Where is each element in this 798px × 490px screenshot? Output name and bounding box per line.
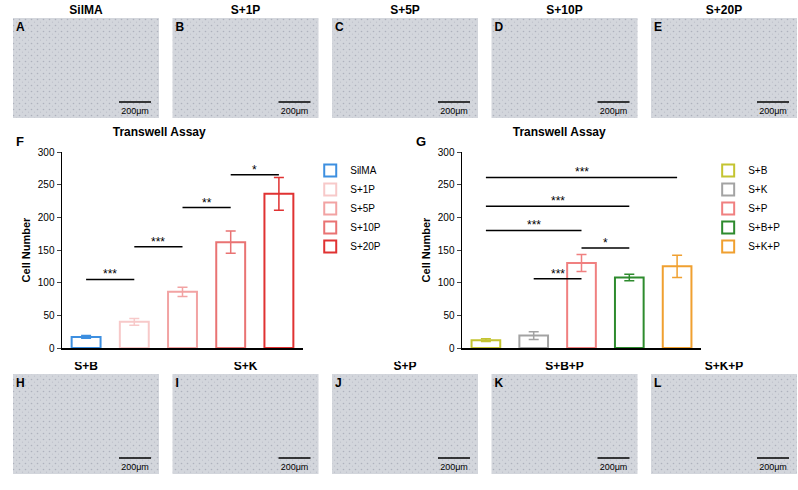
svg-text:S+B+P: S+B+P <box>545 359 584 373</box>
svg-text:200μm: 200μm <box>759 462 787 472</box>
svg-text:200μm: 200μm <box>600 106 628 116</box>
svg-text:Cell Number: Cell Number <box>420 217 432 283</box>
svg-text:S+K+P: S+K+P <box>748 241 780 252</box>
svg-text:S+5P: S+5P <box>390 3 420 17</box>
svg-text:150: 150 <box>438 245 455 256</box>
svg-text:B: B <box>176 20 185 34</box>
svg-text:S+10P: S+10P <box>546 3 582 17</box>
svg-text:50: 50 <box>443 310 455 321</box>
svg-text:***: *** <box>151 235 165 249</box>
svg-text:S+5P: S+5P <box>350 203 375 214</box>
svg-text:S+K+P: S+K+P <box>705 359 744 373</box>
svg-text:200μm: 200μm <box>121 106 149 116</box>
svg-text:**: ** <box>202 196 212 210</box>
svg-text:*: * <box>603 236 608 250</box>
svg-text:***: *** <box>551 194 565 208</box>
svg-text:50: 50 <box>43 310 55 321</box>
svg-text:D: D <box>495 20 504 34</box>
svg-text:S+10P: S+10P <box>350 222 381 233</box>
svg-text:0: 0 <box>49 343 55 354</box>
svg-text:I: I <box>176 376 179 390</box>
svg-text:F: F <box>16 134 24 149</box>
svg-text:E: E <box>654 20 662 34</box>
svg-text:A: A <box>16 20 25 34</box>
svg-text:300: 300 <box>438 147 455 158</box>
svg-text:Transwell Assay: Transwell Assay <box>113 125 206 139</box>
svg-text:G: G <box>416 134 426 149</box>
svg-text:S+P: S+P <box>748 203 768 214</box>
svg-text:SilMA: SilMA <box>350 165 376 176</box>
svg-text:200μm: 200μm <box>600 462 628 472</box>
svg-text:200: 200 <box>438 212 455 223</box>
svg-text:***: *** <box>551 267 565 281</box>
svg-text:200μm: 200μm <box>759 106 787 116</box>
svg-text:S+P: S+P <box>393 359 416 373</box>
svg-text:Transwell Assay: Transwell Assay <box>513 125 606 139</box>
svg-text:200μm: 200μm <box>281 106 309 116</box>
svg-text:***: *** <box>527 218 541 232</box>
svg-text:0: 0 <box>449 343 455 354</box>
svg-text:250: 250 <box>438 179 455 190</box>
svg-text:K: K <box>495 376 504 390</box>
svg-text:S+20P: S+20P <box>706 3 742 17</box>
svg-text:L: L <box>654 376 661 390</box>
svg-text:200μm: 200μm <box>440 106 468 116</box>
svg-text:***: *** <box>103 267 117 281</box>
svg-text:S+B: S+B <box>74 359 98 373</box>
svg-text:250: 250 <box>38 179 55 190</box>
svg-text:Cell Number: Cell Number <box>20 217 32 283</box>
svg-text:S+1P: S+1P <box>350 184 375 195</box>
svg-text:200: 200 <box>38 212 55 223</box>
svg-text:300: 300 <box>38 147 55 158</box>
svg-text:H: H <box>16 376 25 390</box>
svg-text:C: C <box>335 20 344 34</box>
svg-text:S+K: S+K <box>234 359 258 373</box>
svg-text:200μm: 200μm <box>121 462 149 472</box>
svg-text:SilMA: SilMA <box>69 3 103 17</box>
svg-text:200μm: 200μm <box>440 462 468 472</box>
svg-text:S+K: S+K <box>748 184 768 195</box>
svg-text:J: J <box>335 376 342 390</box>
svg-text:S+B+P: S+B+P <box>748 222 780 233</box>
svg-text:S+20P: S+20P <box>350 241 381 252</box>
svg-text:S+B: S+B <box>748 165 768 176</box>
svg-text:S+1P: S+1P <box>231 3 261 17</box>
svg-text:***: *** <box>575 165 589 179</box>
svg-text:100: 100 <box>38 277 55 288</box>
svg-text:200μm: 200μm <box>281 462 309 472</box>
svg-text:*: * <box>252 163 257 177</box>
svg-text:150: 150 <box>38 245 55 256</box>
svg-text:100: 100 <box>438 277 455 288</box>
